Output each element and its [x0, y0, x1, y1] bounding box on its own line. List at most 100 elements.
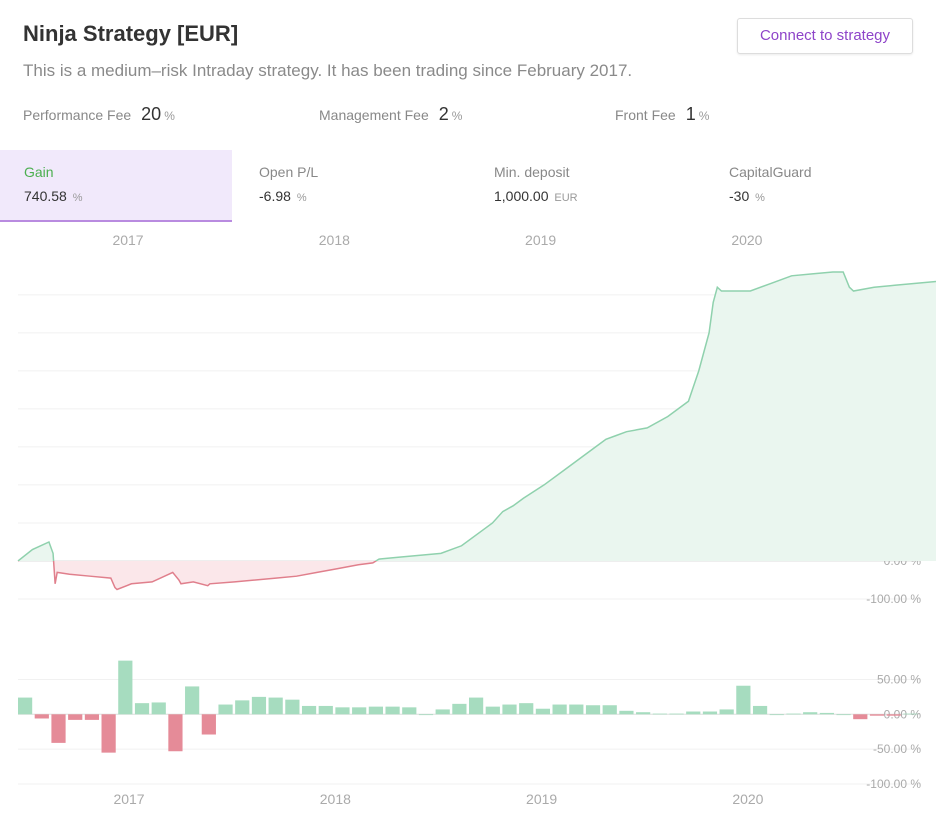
monthly-bar: [168, 714, 183, 752]
fee-value: 1: [685, 104, 696, 124]
monthly-bar: [402, 707, 417, 715]
monthly-bar: [285, 699, 300, 715]
gain-area-negative: [18, 560, 936, 590]
monthly-bar: [385, 706, 400, 715]
monthly-bar: [485, 706, 500, 715]
x-axis-label-top: 2020: [731, 232, 762, 248]
page-title: Ninja Strategy [EUR]: [23, 21, 239, 46]
stat-value: -6.98: [259, 188, 291, 204]
monthly-bar: [251, 696, 267, 715]
monthly-bar: [686, 711, 701, 715]
monthly-bar: [435, 709, 450, 715]
stat-label: Gain: [24, 164, 54, 180]
monthly-bar: [853, 714, 868, 720]
monthly-bar: [201, 714, 216, 735]
fee-value: 2: [438, 104, 449, 124]
monthly-bar: [185, 686, 200, 715]
strategy-description: This is a medium–risk Intraday strategy.…: [23, 61, 633, 80]
bar-y-axis-label: -100.00 %: [866, 777, 921, 791]
monthly-bar: [118, 660, 133, 715]
monthly-bar: [318, 705, 333, 715]
monthly-bar: [352, 707, 367, 715]
monthly-bar: [235, 700, 250, 715]
monthly-bar: [819, 712, 834, 715]
tab-gain[interactable]: Gain 740.58 %: [0, 150, 232, 222]
monthly-bar: [569, 704, 584, 715]
monthly-bar: [769, 714, 784, 716]
front-fee: Front Fee 1%: [615, 104, 709, 125]
monthly-bar: [218, 704, 233, 715]
performance-fee: Performance Fee 20%: [23, 104, 175, 125]
monthly-bar: [268, 697, 283, 715]
monthly-bar: [18, 697, 33, 715]
fee-label: Front Fee: [615, 107, 676, 123]
monthly-bar: [68, 714, 83, 720]
fee-unit: %: [164, 109, 175, 123]
monthly-bar: [452, 703, 467, 715]
bar-y-axis-label: 0.00 %: [884, 707, 922, 721]
x-axis-label-bottom: 2018: [320, 791, 351, 807]
stat-label: Open P/L: [259, 164, 319, 180]
connect-to-strategy-button[interactable]: Connect to strategy: [737, 18, 913, 54]
monthly-bar: [619, 710, 634, 715]
x-axis-label-top: 2018: [319, 232, 350, 248]
y-axis-label: -100.00 %: [866, 592, 921, 606]
tab-capitalguard[interactable]: CapitalGuard -30 %: [705, 150, 936, 222]
gain-chart: 2017201820192020202-100.00 %0.00 %100.00…: [17, 232, 936, 807]
stat-unit: %: [72, 192, 83, 204]
monthly-bar: [719, 709, 734, 715]
monthly-bar: [669, 713, 684, 715]
fee-unit: %: [698, 109, 710, 123]
monthly-bar: [101, 714, 116, 753]
monthly-bar: [502, 704, 517, 715]
monthly-bar: [535, 708, 551, 715]
monthly-bar: [636, 712, 651, 715]
fee-value: 20: [141, 104, 162, 124]
monthly-bar: [786, 713, 801, 715]
x-axis-label-top: 2017: [112, 232, 143, 248]
monthly-bar: [469, 697, 484, 715]
monthly-bar: [702, 711, 718, 715]
bar-y-axis-label: 50.00 %: [877, 672, 921, 686]
monthly-bar: [418, 714, 434, 716]
monthly-bar: [51, 714, 66, 743]
monthly-bar: [301, 705, 317, 715]
monthly-bar: [652, 713, 667, 715]
tab-open-pl[interactable]: Open P/L -6.98 %: [235, 150, 467, 222]
monthly-bar: [552, 704, 567, 715]
monthly-bar: [134, 703, 150, 715]
stat-unit: %: [755, 192, 765, 204]
monthly-bar: [368, 706, 383, 715]
monthly-bar: [335, 707, 350, 715]
monthly-bar: [803, 712, 818, 715]
x-axis-label-top: 2019: [525, 232, 556, 248]
stat-value: 1,000.00: [494, 188, 549, 204]
tab-min-deposit[interactable]: Min. deposit 1,000.00 EUR: [470, 150, 702, 222]
stat-value: -30: [729, 188, 750, 204]
x-axis-label-bottom: 2019: [526, 791, 557, 807]
fee-label: Management Fee: [319, 107, 429, 123]
stat-unit: %: [296, 192, 307, 204]
management-fee: Management Fee 2%: [319, 104, 462, 125]
monthly-bar: [886, 714, 901, 716]
monthly-bar: [869, 714, 885, 716]
stat-unit: EUR: [554, 192, 578, 204]
stat-value: 740.58: [24, 188, 67, 204]
monthly-bar: [519, 703, 534, 715]
gain-line-negative: [17, 560, 378, 591]
monthly-bar: [84, 714, 100, 720]
monthly-bar: [151, 702, 166, 715]
gain-line-positive: [17, 271, 936, 561]
monthly-bar: [736, 685, 751, 715]
monthly-bar: [602, 705, 617, 715]
bar-y-axis-label: -50.00 %: [873, 742, 921, 756]
monthly-bar: [903, 713, 918, 715]
stat-label: CapitalGuard: [729, 164, 812, 180]
fee-label: Performance Fee: [23, 107, 132, 123]
gain-area-positive: [18, 272, 936, 561]
monthly-bar: [836, 714, 851, 716]
monthly-bar: [752, 705, 768, 715]
monthly-bar: [34, 714, 49, 719]
x-axis-label-bottom: 2017: [113, 791, 144, 807]
stat-label: Min. deposit: [494, 164, 570, 180]
